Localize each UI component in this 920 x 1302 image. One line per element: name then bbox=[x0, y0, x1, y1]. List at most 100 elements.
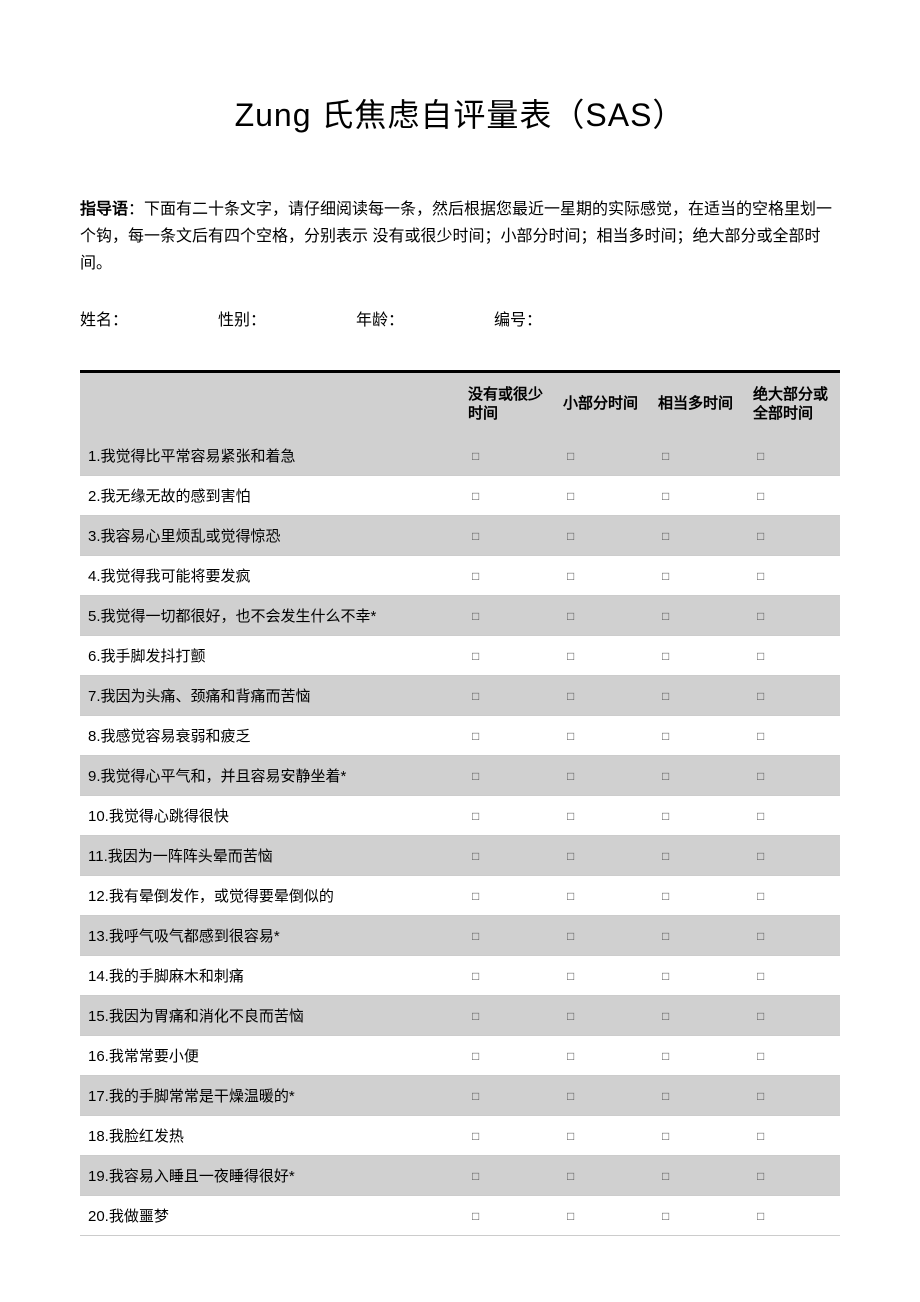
checkbox-cell[interactable]: □ bbox=[555, 955, 650, 995]
checkbox-cell[interactable]: □ bbox=[650, 475, 745, 515]
checkbox-icon: □ bbox=[757, 849, 764, 863]
checkbox-cell[interactable]: □ bbox=[650, 715, 745, 755]
checkbox-icon: □ bbox=[757, 609, 764, 623]
checkbox-icon: □ bbox=[662, 849, 669, 863]
checkbox-cell[interactable]: □ bbox=[555, 795, 650, 835]
checkbox-cell[interactable]: □ bbox=[650, 1035, 745, 1075]
checkbox-icon: □ bbox=[472, 1049, 479, 1063]
checkbox-cell[interactable]: □ bbox=[650, 595, 745, 635]
checkbox-cell[interactable]: □ bbox=[650, 755, 745, 795]
checkbox-cell[interactable]: □ bbox=[555, 715, 650, 755]
checkbox-cell[interactable]: □ bbox=[555, 995, 650, 1035]
checkbox-cell[interactable]: □ bbox=[460, 475, 555, 515]
checkbox-cell[interactable]: □ bbox=[555, 436, 650, 476]
checkbox-cell[interactable]: □ bbox=[460, 1115, 555, 1155]
question-cell: 3.我容易心里烦乱或觉得惊恐 bbox=[80, 515, 460, 555]
checkbox-cell[interactable]: □ bbox=[460, 1075, 555, 1115]
checkbox-icon: □ bbox=[567, 569, 574, 583]
checkbox-cell[interactable]: □ bbox=[460, 436, 555, 476]
checkbox-cell[interactable]: □ bbox=[745, 955, 840, 995]
checkbox-cell[interactable]: □ bbox=[650, 1155, 745, 1195]
checkbox-icon: □ bbox=[567, 609, 574, 623]
checkbox-cell[interactable]: □ bbox=[555, 835, 650, 875]
checkbox-cell[interactable]: □ bbox=[745, 875, 840, 915]
checkbox-cell[interactable]: □ bbox=[650, 515, 745, 555]
checkbox-icon: □ bbox=[567, 1049, 574, 1063]
table-header-row: 没有或很少时间 小部分时间 相当多时间 绝大部分或全部时间 bbox=[80, 371, 840, 436]
checkbox-cell[interactable]: □ bbox=[650, 835, 745, 875]
checkbox-cell[interactable]: □ bbox=[745, 795, 840, 835]
checkbox-cell[interactable]: □ bbox=[555, 875, 650, 915]
checkbox-cell[interactable]: □ bbox=[650, 675, 745, 715]
checkbox-cell[interactable]: □ bbox=[555, 755, 650, 795]
question-cell: 15.我因为胃痛和消化不良而苦恼 bbox=[80, 995, 460, 1035]
checkbox-cell[interactable]: □ bbox=[745, 436, 840, 476]
checkbox-cell[interactable]: □ bbox=[460, 875, 555, 915]
checkbox-cell[interactable]: □ bbox=[650, 1115, 745, 1155]
checkbox-cell[interactable]: □ bbox=[460, 955, 555, 995]
checkbox-cell[interactable]: □ bbox=[745, 715, 840, 755]
checkbox-cell[interactable]: □ bbox=[555, 1195, 650, 1235]
question-cell: 17.我的手脚常常是干燥温暖的* bbox=[80, 1075, 460, 1115]
checkbox-cell[interactable]: □ bbox=[650, 1195, 745, 1235]
checkbox-cell[interactable]: □ bbox=[745, 1075, 840, 1115]
checkbox-cell[interactable]: □ bbox=[650, 915, 745, 955]
checkbox-cell[interactable]: □ bbox=[555, 635, 650, 675]
checkbox-cell[interactable]: □ bbox=[460, 755, 555, 795]
checkbox-cell[interactable]: □ bbox=[650, 635, 745, 675]
checkbox-cell[interactable]: □ bbox=[555, 515, 650, 555]
checkbox-cell[interactable]: □ bbox=[460, 675, 555, 715]
checkbox-cell[interactable]: □ bbox=[745, 595, 840, 635]
checkbox-cell[interactable]: □ bbox=[460, 715, 555, 755]
checkbox-icon: □ bbox=[567, 489, 574, 503]
checkbox-cell[interactable]: □ bbox=[650, 875, 745, 915]
checkbox-cell[interactable]: □ bbox=[745, 475, 840, 515]
checkbox-icon: □ bbox=[567, 1129, 574, 1143]
checkbox-cell[interactable]: □ bbox=[745, 1115, 840, 1155]
checkbox-cell[interactable]: □ bbox=[555, 1155, 650, 1195]
checkbox-cell[interactable]: □ bbox=[745, 1035, 840, 1075]
checkbox-cell[interactable]: □ bbox=[745, 915, 840, 955]
checkbox-cell[interactable]: □ bbox=[555, 475, 650, 515]
checkbox-cell[interactable]: □ bbox=[745, 1155, 840, 1195]
checkbox-cell[interactable]: □ bbox=[555, 1115, 650, 1155]
checkbox-cell[interactable]: □ bbox=[555, 555, 650, 595]
checkbox-cell[interactable]: □ bbox=[460, 795, 555, 835]
checkbox-cell[interactable]: □ bbox=[745, 1195, 840, 1235]
checkbox-cell[interactable]: □ bbox=[650, 1075, 745, 1115]
checkbox-cell[interactable]: □ bbox=[460, 1195, 555, 1235]
checkbox-cell[interactable]: □ bbox=[745, 755, 840, 795]
checkbox-cell[interactable]: □ bbox=[650, 795, 745, 835]
checkbox-cell[interactable]: □ bbox=[650, 555, 745, 595]
checkbox-cell[interactable]: □ bbox=[460, 555, 555, 595]
checkbox-cell[interactable]: □ bbox=[745, 635, 840, 675]
gender-label: 性别： bbox=[218, 306, 266, 330]
checkbox-cell[interactable]: □ bbox=[745, 835, 840, 875]
checkbox-cell[interactable]: □ bbox=[650, 995, 745, 1035]
checkbox-cell[interactable]: □ bbox=[650, 436, 745, 476]
checkbox-cell[interactable]: □ bbox=[460, 515, 555, 555]
checkbox-cell[interactable]: □ bbox=[460, 635, 555, 675]
checkbox-cell[interactable]: □ bbox=[460, 995, 555, 1035]
checkbox-icon: □ bbox=[472, 609, 479, 623]
checkbox-icon: □ bbox=[472, 569, 479, 583]
checkbox-icon: □ bbox=[567, 449, 574, 463]
checkbox-cell[interactable]: □ bbox=[555, 595, 650, 635]
checkbox-cell[interactable]: □ bbox=[650, 955, 745, 995]
checkbox-cell[interactable]: □ bbox=[460, 1035, 555, 1075]
checkbox-icon: □ bbox=[662, 1089, 669, 1103]
checkbox-cell[interactable]: □ bbox=[745, 675, 840, 715]
checkbox-cell[interactable]: □ bbox=[460, 915, 555, 955]
checkbox-cell[interactable]: □ bbox=[555, 675, 650, 715]
question-cell: 16.我常常要小便 bbox=[80, 1035, 460, 1075]
checkbox-cell[interactable]: □ bbox=[745, 995, 840, 1035]
checkbox-cell[interactable]: □ bbox=[460, 595, 555, 635]
checkbox-cell[interactable]: □ bbox=[555, 915, 650, 955]
question-cell: 2.我无缘无故的感到害怕 bbox=[80, 475, 460, 515]
checkbox-cell[interactable]: □ bbox=[460, 835, 555, 875]
checkbox-cell[interactable]: □ bbox=[555, 1075, 650, 1115]
checkbox-cell[interactable]: □ bbox=[555, 1035, 650, 1075]
checkbox-cell[interactable]: □ bbox=[745, 515, 840, 555]
checkbox-cell[interactable]: □ bbox=[745, 555, 840, 595]
checkbox-cell[interactable]: □ bbox=[460, 1155, 555, 1195]
